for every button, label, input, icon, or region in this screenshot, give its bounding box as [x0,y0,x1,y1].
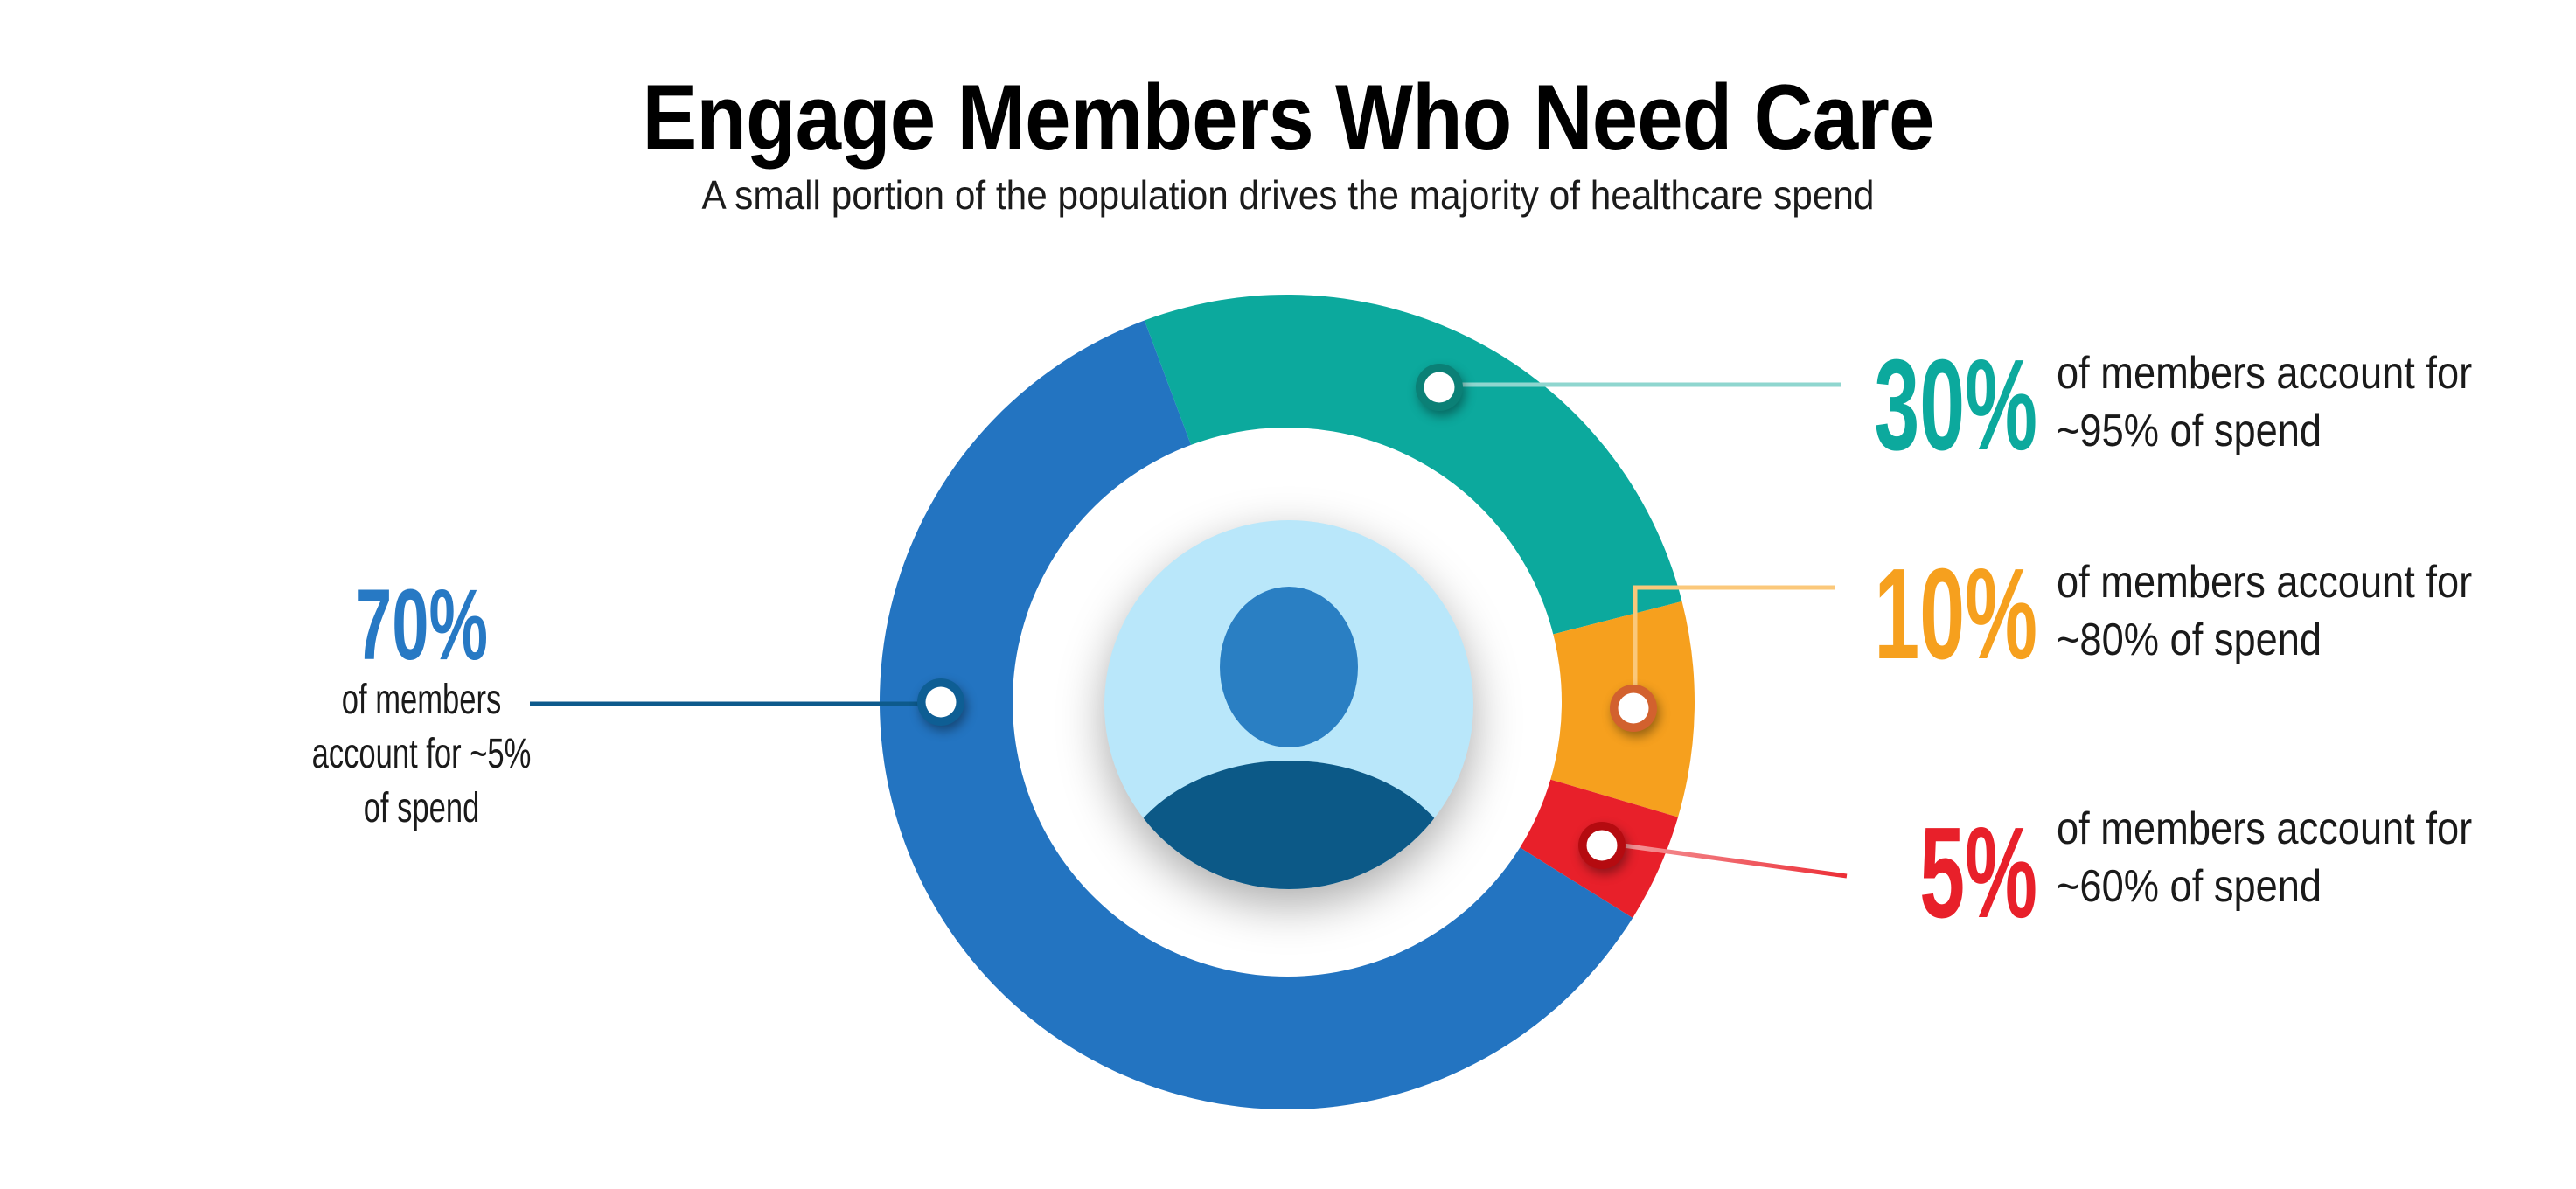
callout-70-line2: account for ~5% [311,731,532,777]
marker-30 [1416,364,1463,411]
callout-30-line2: ~95% of spend [2057,406,2322,456]
callout-10-description: of members account for ~80% of spend [2057,553,2528,669]
callout-70-description: of members account for ~5% of spend [264,673,579,836]
callout-5-line2: ~60% of spend [2057,861,2322,912]
marker-70 [917,678,964,726]
page-subtitle: A small portion of the population drives… [701,172,1875,218]
callout-10-line1: of members account for [2057,557,2473,608]
page-title: Engage Members Who Need Care [642,65,1934,170]
callout-30-line1: of members account for [2057,348,2473,399]
callout-10-line2: ~80% of spend [2057,615,2322,665]
leader-5 [1622,843,1848,879]
avatar-shoulders [1112,761,1466,889]
callout-30-value: 30% [1874,333,2037,477]
callout-70-line3: of spend [363,785,480,831]
avatar-head [1220,587,1358,747]
marker-10 [1610,685,1657,732]
marker-5 [1578,822,1626,869]
callout-5-line1: of members account for [2057,803,2473,854]
person-icon [1104,520,1473,889]
callout-70-value: 70% [355,569,488,681]
callout-70-line1: of members [341,677,502,723]
callout-5-value: 5% [1919,801,2037,945]
donut-segment-members-70 [880,320,1633,1110]
callout-30-description: of members account for ~95% of spend [2057,344,2528,460]
donut-segment-members-30 [1144,295,1682,635]
segment-markers [917,364,1657,869]
leader-lines [530,382,1848,879]
callout-5-description: of members account for ~60% of spend [2057,800,2528,915]
leader-10 [1633,585,1835,689]
callout-10-value: 10% [1874,542,2037,686]
